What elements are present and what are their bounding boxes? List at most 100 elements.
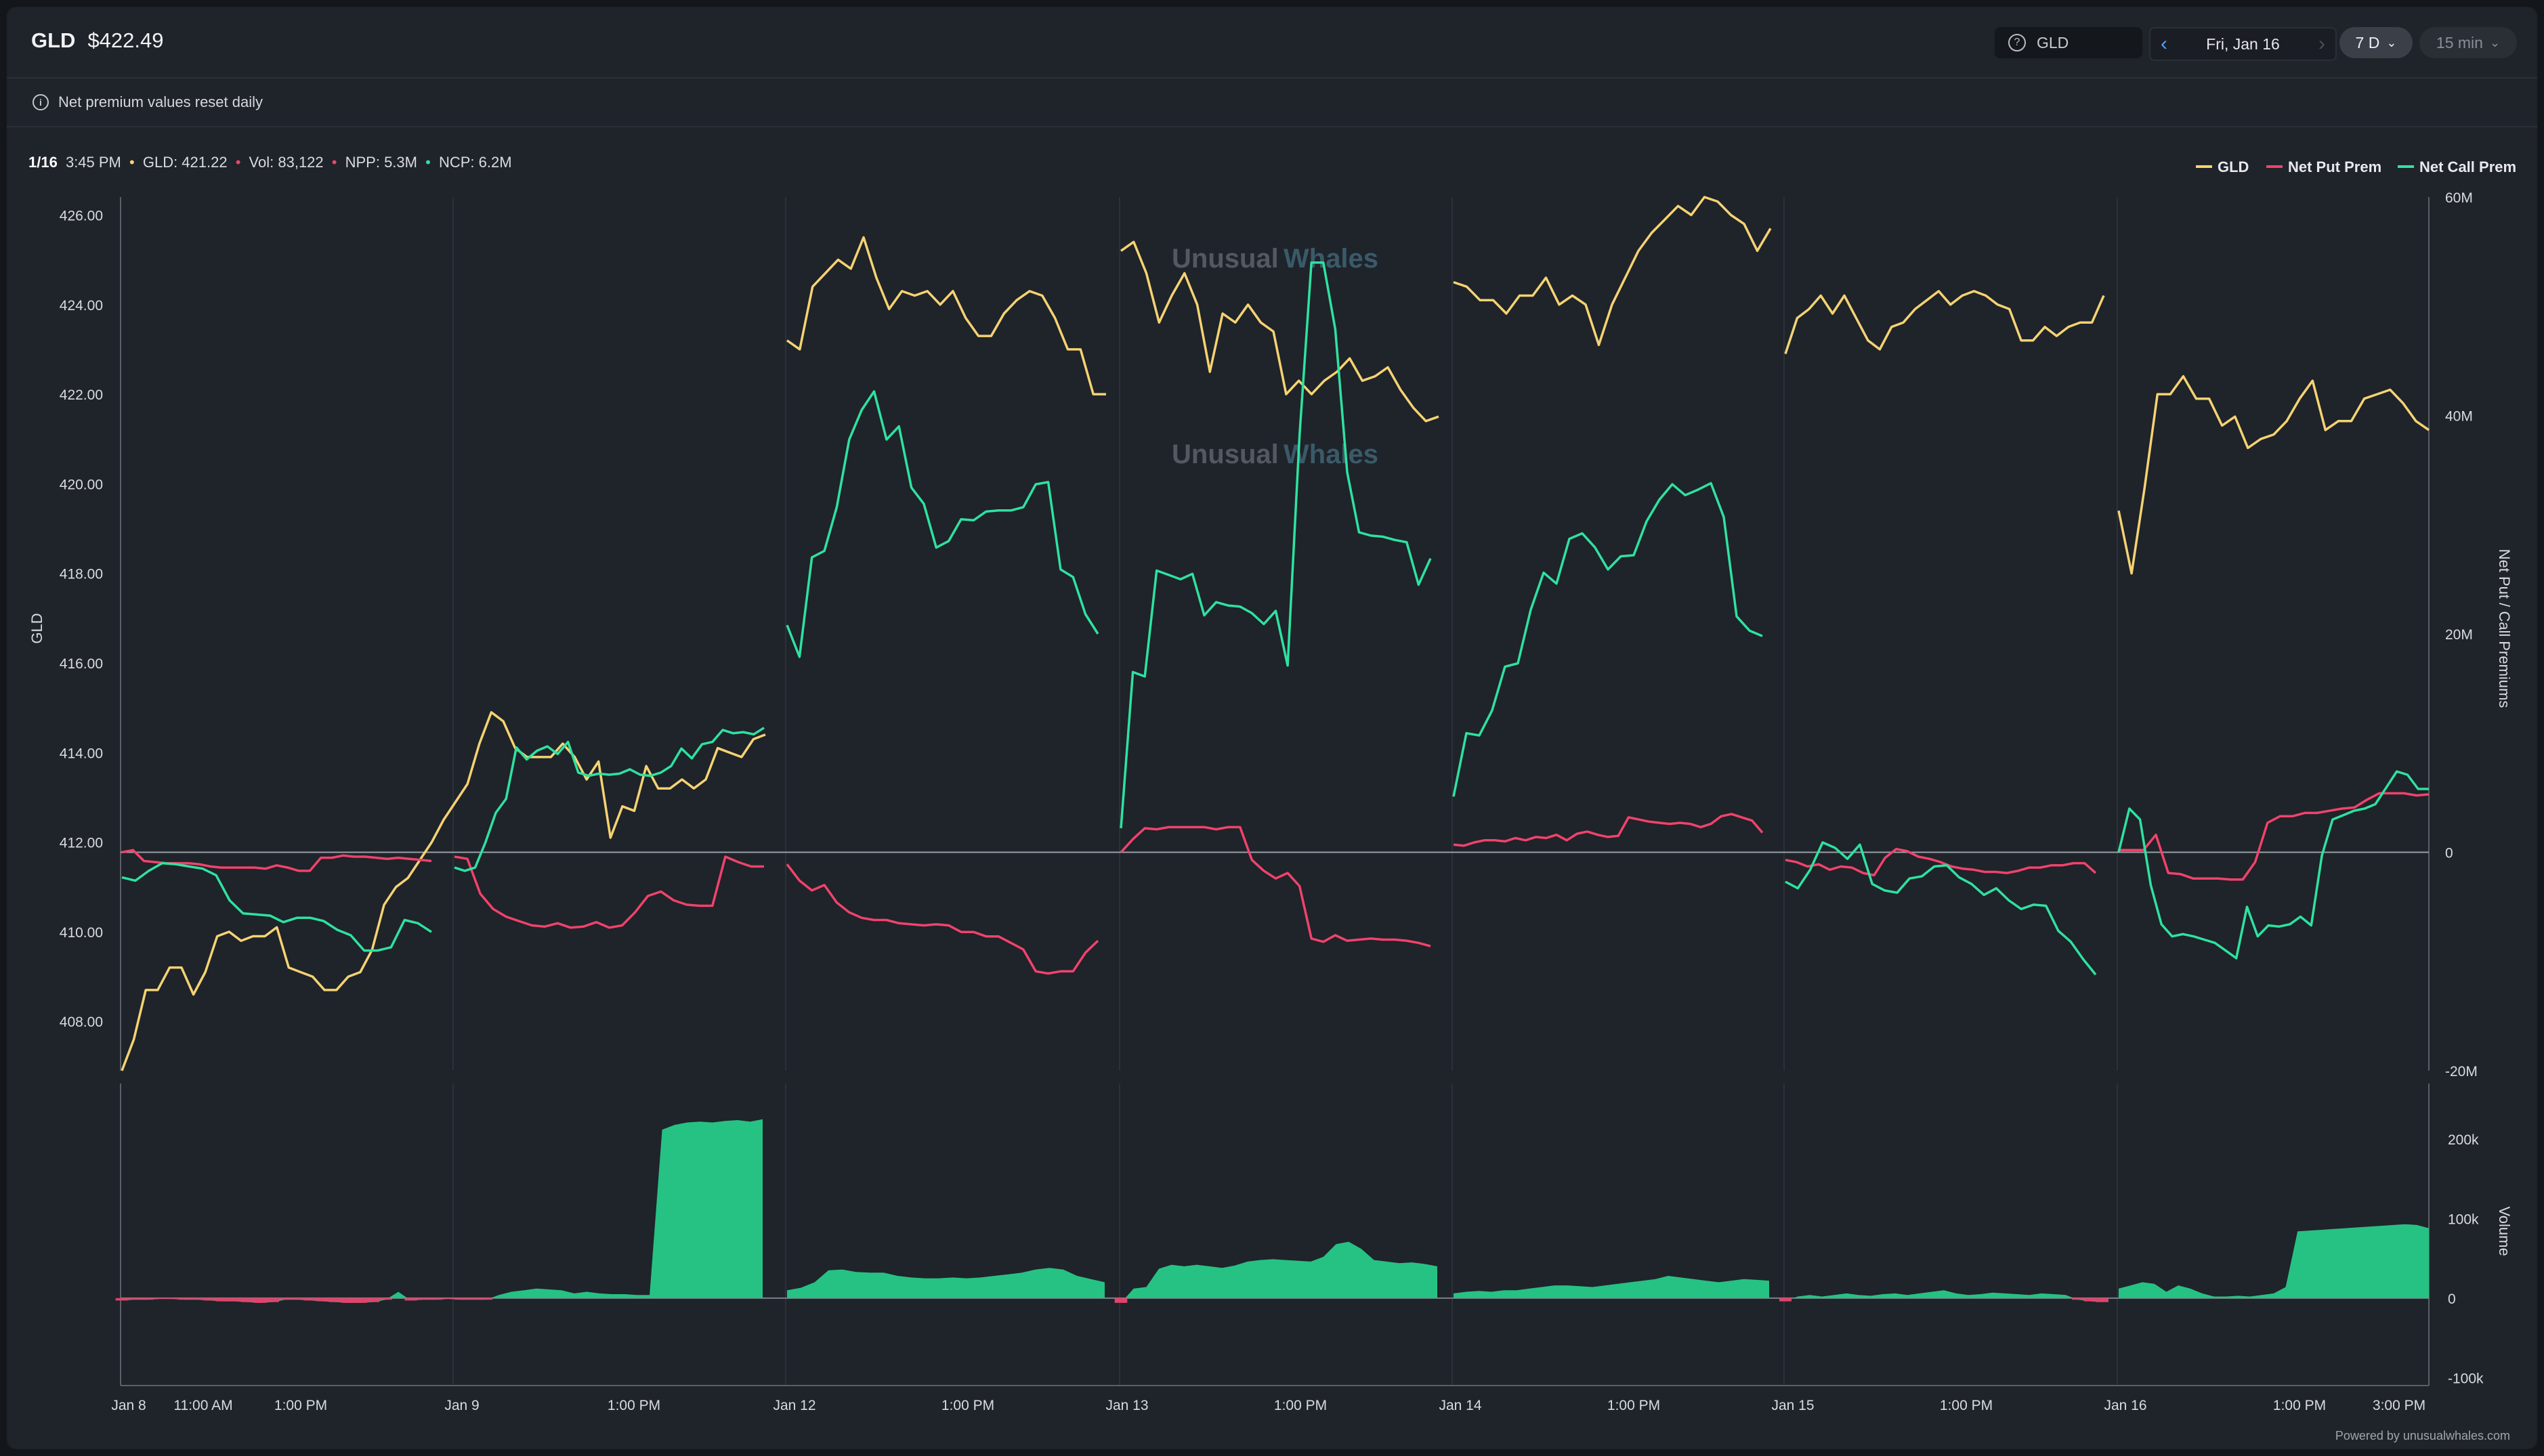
ticker-search-input[interactable] [2035, 33, 2140, 53]
x-tick-label: Jan 13 [1105, 1398, 1148, 1413]
x-tick-label: 1:00 PM [1607, 1398, 1660, 1413]
volume-area-segment [1785, 1290, 2102, 1302]
volume-axis-title: Volume [2496, 1206, 2513, 1256]
question-icon[interactable]: ? [2008, 34, 2026, 51]
readout-ncp: NCP: 6.2M [439, 154, 512, 171]
x-tick-label: 1:00 PM [2273, 1398, 2326, 1413]
chevron-down-icon: ⌄ [2386, 35, 2397, 49]
x-tick-label: Jan 16 [2104, 1398, 2146, 1413]
readout-dot-ncp: • [425, 154, 431, 171]
net-call-prem-line [454, 727, 765, 872]
ticker-heading: GLD $422.49 [31, 28, 164, 53]
powered-by: Powered by unusualwhales.com [2335, 1429, 2510, 1442]
volume-tick-label: 0 [2448, 1291, 2456, 1307]
net-put-prem-line [1785, 847, 2097, 877]
left-tick-label: 424.00 [60, 298, 103, 314]
net-call-prem-line [1785, 841, 2097, 976]
interval-select-label: 15 min [2436, 33, 2483, 51]
volume-tick-label: 100k [2448, 1212, 2479, 1228]
volume-area-segment [122, 1119, 763, 1303]
readout-vol: Vol: 83,122 [249, 154, 324, 171]
plot-lines [121, 196, 2430, 1071]
volume-area-segment [1454, 1276, 1769, 1298]
legend-label: Net Put Prem [2288, 158, 2381, 175]
date-navigator: ‹ Fri, Jan 16 › [2149, 27, 2337, 61]
x-tick-label: 1:00 PM [274, 1398, 327, 1413]
readout-time: 3:45 PM [66, 154, 121, 171]
premium-chart[interactable]: 1/16 3:45 PM • GLD: 421.22 • Vol: 83,122… [7, 127, 2537, 1449]
readout-dot-vol: • [236, 154, 241, 171]
x-tick-label: 3:00 PM [2373, 1398, 2425, 1413]
info-icon: i [33, 94, 49, 110]
left-axis-title: GLD [28, 613, 45, 643]
legend-item-gld[interactable]: GLD [2196, 158, 2249, 175]
right-axis-title: Net Put / Call Premiums [2496, 549, 2513, 708]
legend-item-net-call-prem[interactable]: Net Call Prem [2398, 158, 2516, 175]
net-put-prem-line [121, 849, 432, 872]
watermark-left: Unusual [1172, 244, 1279, 274]
gld-line [1120, 240, 1439, 423]
chevron-left-icon[interactable]: ‹ [2161, 33, 2167, 55]
x-tick-label: Jan 9 [444, 1398, 479, 1413]
right-tick-label: 40M [2445, 409, 2473, 425]
net-put-prem-line [1120, 826, 1431, 947]
axes: 426.00 424.00 422.00 420.00 418.00 416.00 414.… [60, 190, 2484, 1413]
x-tick-label: 1:00 PM [1274, 1398, 1327, 1413]
legend-label: GLD [2218, 158, 2249, 175]
left-tick-label: 412.00 [60, 836, 103, 851]
range-select[interactable]: 7 D ⌄ [2339, 27, 2413, 58]
left-tick-label: 414.00 [60, 746, 103, 761]
x-tick-label: 1:00 PM [1940, 1398, 1993, 1413]
net-call-prem-line [1452, 481, 1763, 797]
left-tick-label: 418.00 [60, 567, 103, 582]
left-tick-label: 416.00 [60, 656, 103, 672]
net-put-prem-line [786, 863, 1099, 975]
readout-dot-gld: • [129, 154, 135, 171]
interval-select[interactable]: 15 min ⌄ [2419, 27, 2517, 58]
chevron-down-icon: ⌄ [2489, 35, 2501, 49]
gld-line [786, 236, 1106, 395]
legend-label: Net Call Prem [2419, 158, 2516, 175]
net-call-prem-line [121, 861, 432, 952]
notice-text: Net premium values reset daily [58, 93, 263, 110]
watermark-left: Unusual [1172, 440, 1279, 469]
ticker-search[interactable]: ? [1995, 27, 2142, 58]
right-tick-label: 0 [2445, 846, 2453, 861]
gld-line [121, 711, 766, 1071]
right-tick-label: 20M [2445, 627, 2473, 643]
x-tick-label: 1:00 PM [608, 1398, 660, 1413]
left-tick-label: 420.00 [60, 477, 103, 492]
x-tick-label: Jan 14 [1439, 1398, 1481, 1413]
x-tick-label: Jan 12 [773, 1398, 815, 1413]
right-tick-label: 60M [2445, 190, 2473, 206]
net-put-prem-line [454, 855, 764, 929]
volume-tick-label: -100k [2448, 1371, 2484, 1386]
volume-negative-segment [1779, 1298, 2108, 1302]
watermark: Unusual Whales Unusual Whales [1172, 244, 1378, 469]
left-tick-label: 408.00 [60, 1014, 103, 1030]
legend-item-net-put-prem[interactable]: Net Put Prem [2266, 158, 2381, 175]
gld-line [2117, 374, 2430, 575]
readout-date: 1/16 [28, 154, 58, 171]
readout-dot-npp: • [332, 154, 337, 171]
net-put-prem-line [2119, 792, 2430, 881]
chevron-right-icon[interactable]: › [2318, 33, 2325, 55]
gld-line [1784, 290, 2105, 355]
date-label[interactable]: Fri, Jan 16 [2206, 35, 2280, 53]
x-tick-label: Jan 8 [111, 1398, 146, 1413]
legend: GLD Net Put Prem Net Call Prem [2196, 158, 2516, 175]
left-tick-label: 422.00 [60, 387, 103, 403]
volume-area-segment [787, 1268, 1105, 1298]
grid [120, 197, 2430, 1386]
volume-area-segment [2119, 1224, 2429, 1298]
x-tick-label: 1:00 PM [941, 1398, 994, 1413]
x-tick-label: 11:00 AM [173, 1398, 232, 1413]
range-select-label: 7 D [2355, 33, 2380, 51]
readout-gld: GLD: 421.22 [143, 154, 228, 171]
left-tick-label: 410.00 [60, 925, 103, 941]
net-call-prem-line [1120, 261, 1432, 829]
volume-negative-segment [1114, 1298, 1128, 1303]
gld-line [1453, 196, 1772, 347]
notice-bar: i Net premium values reset daily [7, 79, 2537, 127]
volume-negative-segment [115, 1298, 493, 1303]
